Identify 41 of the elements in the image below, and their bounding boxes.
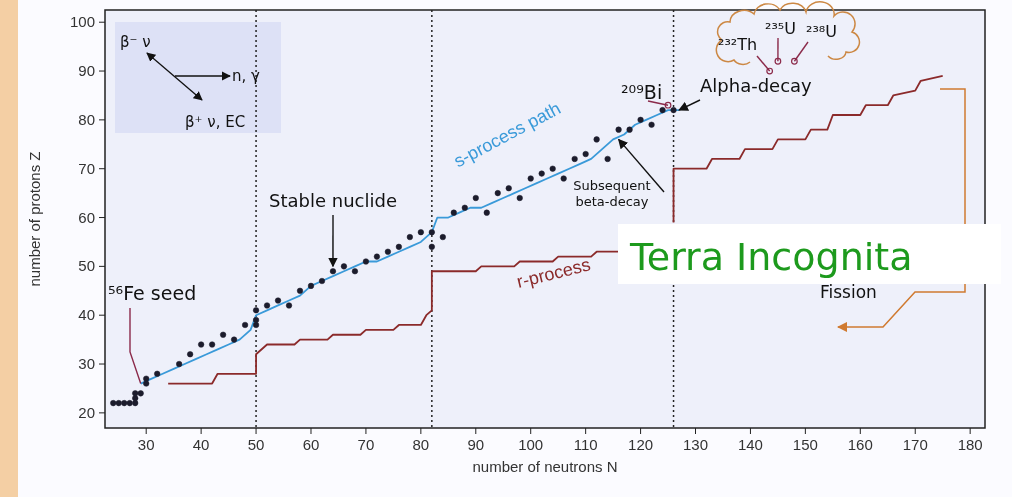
y-tick-label: 90: [78, 62, 95, 80]
x-tick-label: 50: [247, 436, 265, 453]
annotation: ²⁰⁹Bi: [621, 81, 663, 103]
annotation: n, γ: [232, 67, 261, 85]
x-tick-label: 180: [957, 436, 983, 453]
annotation: β⁺ ν, EC: [185, 113, 246, 131]
x-tick-label: 60: [302, 436, 320, 453]
annotation: ²³²Th: [718, 35, 758, 54]
y-tick-label: 30: [78, 355, 95, 373]
x-tick-label: 70: [357, 436, 375, 453]
x-tick-label: 100: [518, 436, 544, 453]
annotation: ²³⁵U: [765, 19, 796, 38]
x-tick-label: 140: [737, 436, 763, 453]
annotation: ⁵⁶Fe seed: [108, 282, 197, 304]
annotation: Subsequent beta-decay: [573, 178, 651, 209]
annotation: Fission: [820, 282, 877, 302]
annotation: Stable nuclide: [269, 190, 397, 211]
annotation: Alpha-decay: [700, 75, 813, 96]
y-tick-label: 20: [78, 403, 95, 421]
annotation: Terra Incognita: [629, 235, 913, 279]
x-axis-title: number of neutrons N: [472, 458, 618, 475]
y-tick-label: 60: [78, 208, 95, 226]
x-tick-label: 160: [847, 436, 873, 453]
x-tick-label: 150: [792, 436, 818, 453]
y-tick-label: 100: [69, 13, 95, 31]
x-tick-label: 120: [628, 436, 654, 453]
x-tick-label: 40: [192, 436, 210, 453]
x-tick-label: 170: [902, 436, 928, 453]
y-tick-label: 70: [78, 159, 95, 177]
y-tick-label: 50: [78, 257, 95, 275]
y-axis-title: number of protons Z: [26, 151, 43, 287]
y-tick-label: 80: [78, 110, 95, 128]
x-tick-label: 80: [412, 436, 430, 453]
x-tick-label: 110: [573, 436, 598, 453]
x-tick-label: 130: [683, 436, 709, 453]
text: r-process: [514, 254, 593, 292]
annotation: ²³⁸U: [806, 22, 837, 41]
y-tick-label: 40: [78, 306, 95, 324]
x-tick-label: 90: [467, 436, 485, 453]
annotation: β⁻ ν: [120, 33, 151, 51]
x-tick-label: 30: [137, 436, 155, 453]
